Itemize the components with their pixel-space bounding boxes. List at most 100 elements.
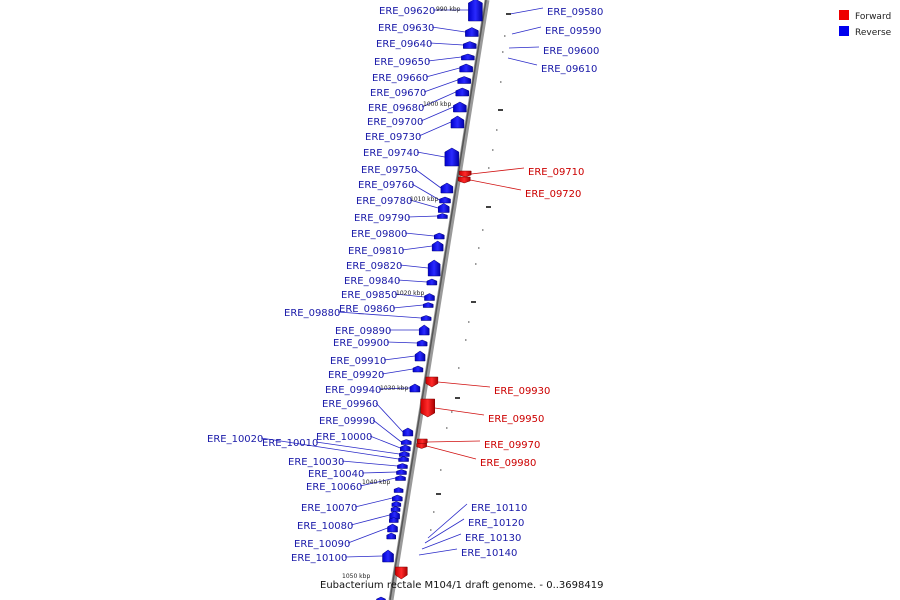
leader-line <box>509 7 544 15</box>
gene-label[interactable]: ERE_09950 <box>488 414 544 425</box>
gene-label[interactable]: ERE_09850 <box>341 290 397 301</box>
gene-label[interactable]: ERE_09640 <box>376 39 432 50</box>
gene-label[interactable]: ERE_10030 <box>288 457 344 468</box>
gene-label[interactable]: ERE_09700 <box>367 117 423 128</box>
gene-glyph-reverse <box>397 463 408 469</box>
leader-line <box>315 441 400 455</box>
legend-label-forward: Forward <box>855 12 891 22</box>
gene-label[interactable]: ERE_10000 <box>316 432 372 443</box>
gene-glyph-reverse <box>439 196 451 204</box>
gene-glyph-reverse <box>416 339 428 347</box>
leader-line <box>386 341 418 344</box>
leader-line <box>511 26 542 35</box>
leader-line <box>383 355 416 361</box>
gene-label[interactable]: ERE_09820 <box>346 261 402 272</box>
gene-label[interactable]: ERE_09960 <box>322 399 378 410</box>
gene-label[interactable]: ERE_10110 <box>471 503 527 514</box>
gene-label[interactable]: ERE_09620 <box>379 6 435 17</box>
gene-glyph-reverse <box>414 350 426 362</box>
gene-label[interactable]: ERE_09590 <box>545 26 601 37</box>
leader-line <box>341 460 398 467</box>
gene-glyph-reverse <box>399 451 410 457</box>
gene-glyph-reverse <box>387 523 398 533</box>
gene-label[interactable]: ERE_09970 <box>484 440 540 451</box>
leader-line <box>425 67 460 78</box>
gene-label[interactable]: ERE_09600 <box>543 46 599 57</box>
gene-label[interactable]: ERE_09630 <box>378 23 434 34</box>
gene-glyph-reverse <box>437 203 450 213</box>
gene-label[interactable]: ERE_10080 <box>297 521 353 532</box>
gene-label[interactable]: ERE_10120 <box>468 518 524 529</box>
gene-label[interactable]: ERE_09660 <box>372 73 428 84</box>
gene-label[interactable]: ERE_10040 <box>308 469 364 480</box>
gene-label[interactable]: ERE_09780 <box>356 196 412 207</box>
gene-glyph-forward <box>420 398 435 418</box>
leader-line <box>414 168 442 189</box>
gene-label[interactable]: ERE_09800 <box>351 229 407 240</box>
gene-label[interactable]: ERE_09930 <box>494 386 550 397</box>
gene-label[interactable]: ERE_09750 <box>361 165 417 176</box>
leader-lines <box>260 7 544 558</box>
leader-line <box>427 440 481 443</box>
gene-label[interactable]: ERE_09680 <box>368 103 424 114</box>
tick-1000: 1000 kbp <box>423 101 451 108</box>
gene-label[interactable]: ERE_10070 <box>301 503 357 514</box>
leader-line <box>431 26 466 33</box>
leader-line <box>344 555 383 558</box>
gene-label[interactable]: ERE_09880 <box>284 308 340 319</box>
gene-glyph-reverse <box>455 87 470 97</box>
gene-glyph-reverse <box>392 494 403 502</box>
gene-glyph-reverse <box>396 469 407 475</box>
gene-label[interactable]: ERE_09940 <box>325 385 381 396</box>
gene-label[interactable]: ERE_10130 <box>465 533 521 544</box>
gene-glyph-reverse <box>440 182 454 194</box>
gene-label[interactable]: ERE_09720 <box>525 189 581 200</box>
gene-label[interactable]: ERE_09860 <box>339 304 395 315</box>
leader-line <box>354 497 393 508</box>
gene-glyph-reverse <box>437 213 448 219</box>
leader-line <box>347 527 388 544</box>
kbp-ticks: 990 kbp 1000 kbp 1010 kbp 1020 kbp 1030 … <box>342 6 461 580</box>
gene-label[interactable]: ERE_09710 <box>528 167 584 178</box>
leader-line <box>427 56 462 62</box>
gene-label[interactable]: ERE_09790 <box>354 213 410 224</box>
leader-line <box>470 179 522 191</box>
gene-glyph-reverse <box>426 278 438 286</box>
leader-line <box>418 548 458 556</box>
leader-line <box>397 279 427 283</box>
gene-label[interactable]: ERE_09810 <box>348 246 404 257</box>
gene-label[interactable]: ERE_09580 <box>547 7 603 18</box>
gene-glyph-reverse <box>390 506 401 512</box>
leader-line <box>407 215 438 218</box>
gene-glyph-reverse <box>444 147 460 167</box>
gene-glyph-reverse <box>398 456 409 462</box>
gene-glyph-reverse <box>420 315 432 321</box>
gene-glyph-reverse <box>400 444 411 452</box>
gene-label[interactable]: ERE_09610 <box>541 64 597 75</box>
gene-glyph-reverse <box>468 0 483 22</box>
gene-label[interactable]: ERE_09840 <box>344 276 400 287</box>
gene-label[interactable]: ERE_09740 <box>363 148 419 159</box>
gene-label[interactable]: ERE_09980 <box>480 458 536 469</box>
gene-glyph-reverse <box>453 101 467 113</box>
gene-label[interactable]: ERE_09650 <box>374 57 430 68</box>
leader-line <box>399 264 429 269</box>
gene-label[interactable]: ERE_09890 <box>335 326 391 337</box>
gene-label[interactable]: ERE_10100 <box>291 553 347 564</box>
gene-glyph-reverse <box>402 427 414 437</box>
gene-label[interactable]: ERE_09670 <box>370 88 426 99</box>
gene-glyph-forward <box>416 443 427 449</box>
forward-labels: ERE_09710 ERE_09720 ERE_09930 ERE_09950 … <box>480 167 584 469</box>
gene-label[interactable]: ERE_10010 <box>262 438 318 449</box>
gene-label[interactable]: ERE_09910 <box>330 356 386 367</box>
gene-label[interactable]: ERE_09990 <box>319 416 375 427</box>
gene-label[interactable]: ERE_10140 <box>461 548 517 559</box>
gene-label[interactable]: ERE_10020 <box>207 434 263 445</box>
gene-label[interactable]: ERE_10060 <box>306 482 362 493</box>
gene-label[interactable]: ERE_09900 <box>333 338 389 349</box>
gene-label[interactable]: ERE_09760 <box>358 180 414 191</box>
gene-label[interactable]: ERE_09730 <box>365 132 421 143</box>
small-features <box>430 13 511 531</box>
gene-label[interactable]: ERE_09920 <box>328 370 384 381</box>
gene-label[interactable]: ERE_10090 <box>294 539 350 550</box>
